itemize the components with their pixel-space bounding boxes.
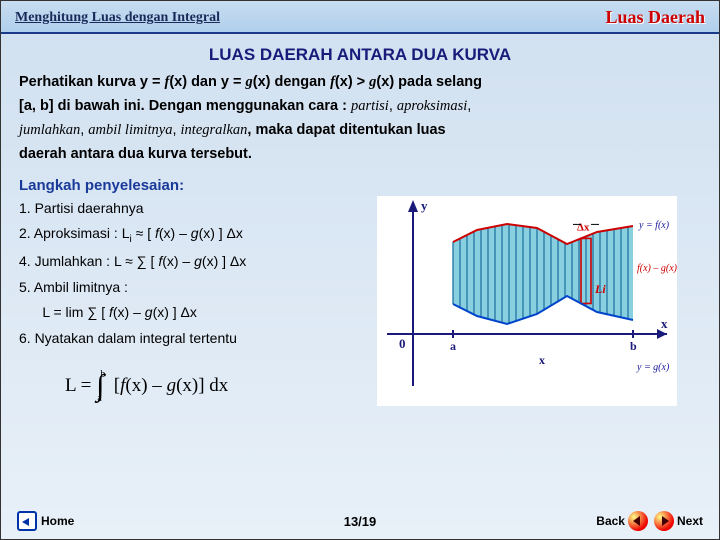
t: (x) ] Δx — [199, 225, 243, 241]
t: a — [97, 393, 101, 404]
t: 2. Aproksimasi : L — [19, 225, 130, 241]
step-5b: L = lim ∑ [ f(x) – g(x) ] Δx — [19, 300, 377, 325]
svg-text:0: 0 — [399, 336, 406, 351]
back-icon — [628, 511, 648, 531]
t: b — [100, 369, 105, 380]
page-number: 13/19 — [344, 514, 377, 529]
step-2: 2. Aproksimasi : Li ≈ [ f(x) – g(x) ] Δx — [19, 221, 377, 248]
breadcrumb: Menghitung Luas dengan Integral — [15, 10, 220, 26]
t: integralkan — [181, 122, 248, 138]
steps-title: Langkah penyelesaian: — [19, 177, 701, 194]
t: (x) ] Δx — [202, 253, 246, 269]
home-button[interactable]: Home — [17, 511, 74, 531]
next-label: Next — [677, 514, 703, 528]
t: (x)] dx — [176, 375, 228, 396]
svg-text:x: x — [661, 316, 668, 331]
next-button[interactable]: Next — [654, 511, 703, 531]
t: g — [167, 375, 177, 396]
t: (x) dengan — [253, 74, 330, 90]
t: jumlahkan — [19, 122, 80, 138]
t: g — [245, 74, 252, 90]
t: (x) pada selang — [376, 74, 482, 90]
t: g — [191, 225, 199, 241]
t: (x) – — [162, 253, 194, 269]
content: LUAS DAERAH ANTARA DUA KURVA Perhatikan … — [1, 34, 719, 411]
t: , — [389, 98, 397, 114]
t: g — [145, 304, 153, 320]
back-button[interactable]: Back — [596, 511, 648, 531]
t: L = lim ∑ [ — [19, 304, 109, 320]
svg-text:a: a — [450, 339, 456, 353]
svg-text:b: b — [630, 339, 637, 353]
t: (x) ] Δx — [153, 304, 197, 320]
next-icon — [654, 511, 674, 531]
svg-text:x: x — [539, 353, 545, 367]
paragraph: Perhatikan kurva y = f(x) dan y = g(x) d… — [19, 71, 701, 167]
t: Perhatikan kurva y = — [19, 74, 164, 90]
step-4: 4. Jumlahkan : L ≈ ∑ [ f(x) – g(x) ] Δx — [19, 249, 377, 274]
t: ambil limitnya — [88, 122, 172, 138]
title-bar: Menghitung Luas dengan Integral Luas Dae… — [1, 1, 719, 34]
t: (x) > — [335, 74, 369, 90]
step-5: 5. Ambil limitnya : — [19, 275, 377, 300]
home-icon — [17, 511, 37, 531]
t: g — [194, 253, 202, 269]
t: , maka dapat ditentukan luas — [247, 122, 445, 138]
t: (x) – — [159, 225, 191, 241]
integral-formula: L = ∫ba[f(x) – g(x)] dx — [65, 356, 377, 409]
t: 4. Jumlahkan : L ≈ ∑ [ — [19, 253, 158, 269]
t: (x) dan y = — [169, 74, 245, 90]
t: , — [172, 122, 180, 138]
step-6: 6. Nyatakan dalam integral tertentu — [19, 326, 377, 351]
svg-text:f(x) – g(x): f(x) – g(x) — [637, 263, 677, 274]
page-title: Luas Daerah — [605, 7, 705, 28]
t: partisi — [351, 98, 389, 114]
chart-area: y x 0 a b x Δx Li y = f(x) f(x) – g(x) y = g(x) — [377, 196, 701, 411]
section-title: LUAS DAERAH ANTARA DUA KURVA — [19, 45, 701, 65]
t: aproksimasi — [397, 98, 467, 114]
steps-list: 1. Partisi daerahnya 2. Aproksimasi : Li… — [19, 196, 377, 411]
step-1: 1. Partisi daerahnya — [19, 196, 377, 221]
svg-text:Li: Li — [594, 282, 606, 296]
home-label: Home — [41, 514, 74, 528]
slide: Menghitung Luas dengan Integral Luas Dae… — [0, 0, 720, 540]
t: , — [467, 98, 471, 114]
svg-text:Δx: Δx — [577, 221, 590, 233]
svg-text:y = f(x): y = f(x) — [638, 220, 670, 231]
curve-chart: y x 0 a b x Δx Li y = f(x) f(x) – g(x) y = g(x) — [377, 196, 677, 406]
svg-text:y = g(x): y = g(x) — [636, 362, 670, 373]
t: (x) – — [113, 304, 145, 320]
t: [a, b] di bawah ini. Dengan menggunakan … — [19, 98, 351, 114]
footer: Home 13/19 Back Next — [1, 511, 719, 531]
svg-text:y: y — [421, 198, 428, 213]
row-body: 1. Partisi daerahnya 2. Aproksimasi : Li… — [19, 196, 701, 411]
t: ≈ [ — [132, 225, 155, 241]
t: daerah antara dua kurva tersebut. — [19, 146, 252, 162]
t: (x) – — [125, 375, 166, 396]
nav-right: Back Next — [596, 511, 703, 531]
t: L = — [65, 375, 96, 396]
back-label: Back — [596, 514, 625, 528]
